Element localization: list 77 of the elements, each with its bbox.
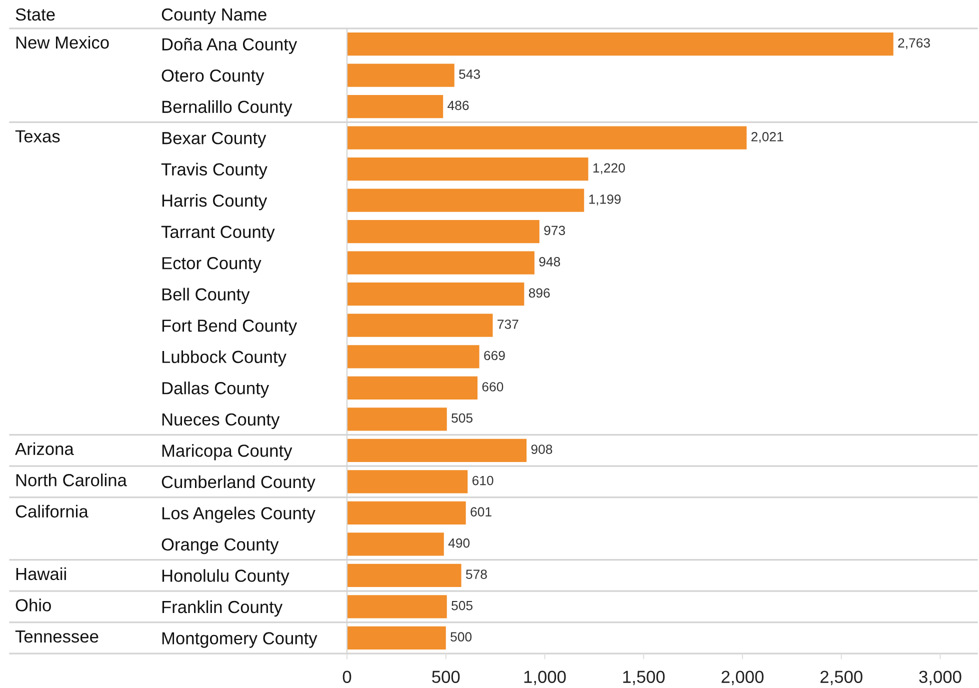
bar: [347, 438, 527, 462]
data-label: 505: [452, 600, 472, 610]
y2-tick-label: North Carolina: [16, 474, 127, 486]
data-label: 737: [498, 320, 518, 329]
data-label: 660: [482, 382, 504, 392]
data-label: 1,220: [593, 163, 625, 174]
data-label: 908: [531, 444, 552, 454]
data-label: 490: [448, 538, 470, 548]
y2-tick-label: Ohio: [16, 598, 51, 612]
bar: [347, 126, 747, 150]
bar: [347, 595, 447, 618]
y-tick-label: Maricopa County: [162, 444, 292, 460]
y-tick-label: Tarrant County: [161, 226, 275, 242]
y-tick-label: Orange County: [162, 538, 279, 554]
data-label: 543: [459, 69, 480, 79]
bar: [347, 188, 584, 212]
data-label: 973: [544, 226, 565, 236]
data-label: 896: [528, 288, 550, 298]
data-label: 578: [466, 570, 487, 579]
data-label: 486: [448, 100, 469, 110]
bar: [347, 376, 478, 400]
y-tick-label: Bernalillo County: [162, 100, 292, 116]
y2-tick-label: California: [16, 504, 88, 518]
data-label: 500: [450, 632, 472, 642]
data-label: 505: [452, 413, 472, 423]
bar: [347, 94, 444, 118]
bar: [347, 532, 444, 556]
y2-tick-label: Tennessee: [15, 630, 98, 643]
y-tick-label: Bexar County: [162, 132, 266, 148]
bar: [347, 564, 462, 588]
data-label: 601: [470, 507, 492, 516]
y-tick-label: Ector County: [162, 257, 262, 273]
bar: [347, 64, 454, 87]
y-tick-label: Los Angeles County: [162, 506, 316, 523]
data-label: 948: [539, 257, 560, 266]
x-tick-label: 500: [432, 670, 460, 684]
bar: [347, 626, 446, 650]
y2-tick-label: New Mexico: [16, 36, 109, 49]
y-tick-label: Montgomery County: [162, 632, 318, 648]
y-tick-label: Dallas County: [162, 382, 270, 398]
data-label: 2,763: [898, 38, 930, 50]
bar: [347, 501, 466, 524]
y-tick-label: Franklin County: [162, 600, 283, 617]
y2-tick-label: Texas: [15, 130, 60, 142]
bar: [347, 32, 894, 56]
data-label: 610: [472, 476, 494, 486]
y-tick-label: Harris County: [162, 194, 268, 210]
y2-tick-label: Hawaii: [16, 567, 66, 580]
bar: [347, 251, 534, 274]
y-tick-label: Lubbock County: [162, 350, 286, 367]
x-tick-label: 2,500: [820, 670, 862, 686]
bar: [347, 282, 524, 306]
bar: [347, 158, 588, 181]
y-tick-label: Honolulu County: [162, 569, 290, 586]
bar: [347, 408, 447, 431]
x-tick-label: 1,500: [623, 670, 665, 686]
x-tick-label: 0: [342, 670, 352, 684]
x-tick-label: 3,000: [919, 670, 962, 686]
data-label: 1,199: [589, 194, 621, 206]
x-tick-label: 2,000: [722, 670, 764, 686]
y-tick-label: Nueces County: [162, 413, 280, 430]
y-tick-label: Bell County: [162, 288, 250, 304]
bar: [347, 220, 540, 244]
data-label: 669: [484, 350, 505, 360]
y-axis-title: County Name: [162, 8, 266, 24]
bar: [347, 345, 480, 368]
x-tick-label: 1,000: [524, 670, 566, 686]
bar: [347, 314, 493, 337]
y-tick-label: Otero County: [162, 69, 264, 86]
y-tick-label: Travis County: [161, 162, 268, 179]
y-tick-label: Cumberland County: [162, 475, 316, 492]
bar: [347, 470, 468, 494]
data-label: 2,021: [751, 132, 784, 143]
y2-tick-label: Arizona: [15, 442, 74, 456]
y-tick-label: Doña Ana County: [162, 38, 298, 54]
text: State: [16, 8, 55, 21]
y-tick-label: Fort Bend County: [162, 319, 298, 336]
